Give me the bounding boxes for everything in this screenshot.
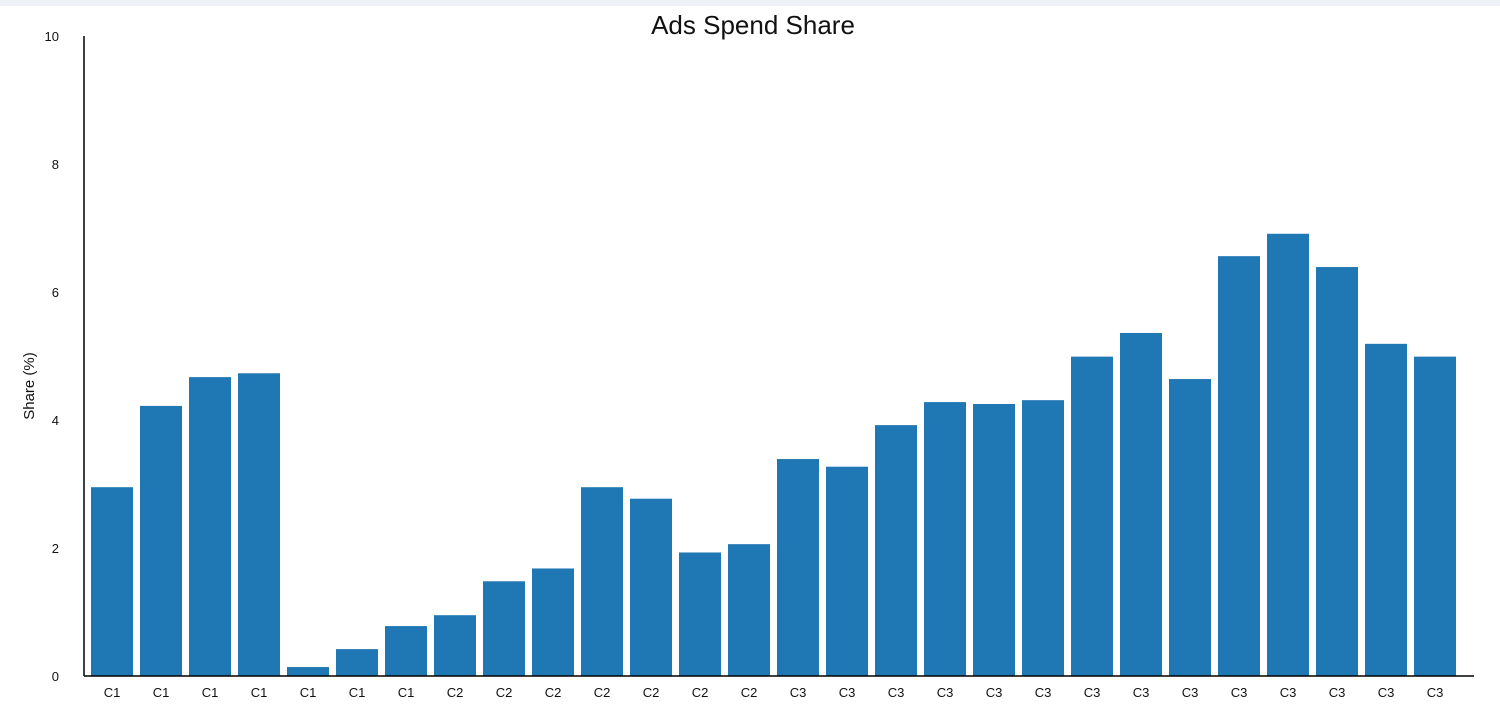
x-ticks-group: C1 C1 C1 C1 C1 C1 C1 C2 C2 C2 C2 C2 C2 C2 C3 C3 C3 C3 C3 C3… bbox=[104, 685, 1444, 700]
x-tick-label: C2 bbox=[496, 685, 513, 700]
x-tick-label: C3 bbox=[839, 685, 856, 700]
x-tick-label: C3 bbox=[986, 685, 1003, 700]
x-tick-label: C3 bbox=[1231, 685, 1248, 700]
x-tick-label: C1 bbox=[202, 685, 219, 700]
bar bbox=[973, 404, 1015, 676]
bar bbox=[1316, 267, 1358, 676]
x-tick-label: C2 bbox=[741, 685, 758, 700]
bar bbox=[238, 373, 280, 676]
x-tick-label: C3 bbox=[1182, 685, 1199, 700]
x-tick-label: C2 bbox=[545, 685, 562, 700]
bar bbox=[630, 498, 672, 676]
bar bbox=[1022, 400, 1064, 676]
bar bbox=[1414, 356, 1456, 676]
bar bbox=[1120, 332, 1162, 676]
x-tick-label: C3 bbox=[1378, 685, 1395, 700]
x-tick-label: C3 bbox=[1329, 685, 1346, 700]
bar bbox=[336, 649, 378, 676]
y-tick-label: 0 bbox=[52, 669, 59, 684]
bars-group bbox=[91, 233, 1456, 676]
x-tick-label: C1 bbox=[349, 685, 366, 700]
x-tick-label: C3 bbox=[1084, 685, 1101, 700]
bar bbox=[581, 487, 623, 676]
x-tick-label: C3 bbox=[1035, 685, 1052, 700]
x-tick-label: C2 bbox=[447, 685, 464, 700]
x-tick-label: C1 bbox=[104, 685, 121, 700]
x-tick-label: C2 bbox=[692, 685, 709, 700]
x-tick-label: C3 bbox=[1427, 685, 1444, 700]
bar bbox=[91, 487, 133, 676]
x-tick-label: C3 bbox=[937, 685, 954, 700]
bar bbox=[679, 552, 721, 676]
y-tick-label: 6 bbox=[52, 285, 59, 300]
y-axis-label: Share (%) bbox=[21, 352, 38, 420]
bar bbox=[1071, 356, 1113, 676]
bar bbox=[532, 568, 574, 676]
y-tick-label: 10 bbox=[45, 29, 59, 44]
x-tick-label: C1 bbox=[251, 685, 268, 700]
bar bbox=[1365, 343, 1407, 676]
bar bbox=[826, 466, 868, 676]
x-tick-label: C1 bbox=[398, 685, 415, 700]
x-tick-label: C2 bbox=[643, 685, 660, 700]
bar bbox=[875, 425, 917, 676]
bar bbox=[728, 544, 770, 676]
y-tick-label: 4 bbox=[52, 413, 59, 428]
x-tick-label: C2 bbox=[594, 685, 611, 700]
x-tick-label: C3 bbox=[1280, 685, 1297, 700]
bar bbox=[1169, 379, 1211, 676]
x-tick-label: C1 bbox=[300, 685, 317, 700]
bar bbox=[140, 405, 182, 676]
y-ticks-group: 0 2 4 6 8 10 bbox=[45, 29, 59, 684]
bar bbox=[483, 581, 525, 676]
bar bbox=[434, 615, 476, 676]
x-tick-label: C3 bbox=[790, 685, 807, 700]
bar bbox=[189, 377, 231, 676]
bar bbox=[777, 459, 819, 676]
bar bbox=[287, 667, 329, 676]
x-tick-label: C1 bbox=[153, 685, 170, 700]
bar bbox=[385, 626, 427, 676]
y-tick-label: 2 bbox=[52, 541, 59, 556]
chart-title: Ads Spend Share bbox=[651, 10, 855, 40]
x-tick-label: C3 bbox=[888, 685, 905, 700]
x-tick-label: C3 bbox=[1133, 685, 1150, 700]
bar bbox=[924, 402, 966, 676]
y-tick-label: 8 bbox=[52, 157, 59, 172]
bar bbox=[1218, 256, 1260, 676]
bar bbox=[1267, 233, 1309, 676]
top-band bbox=[0, 0, 1500, 6]
